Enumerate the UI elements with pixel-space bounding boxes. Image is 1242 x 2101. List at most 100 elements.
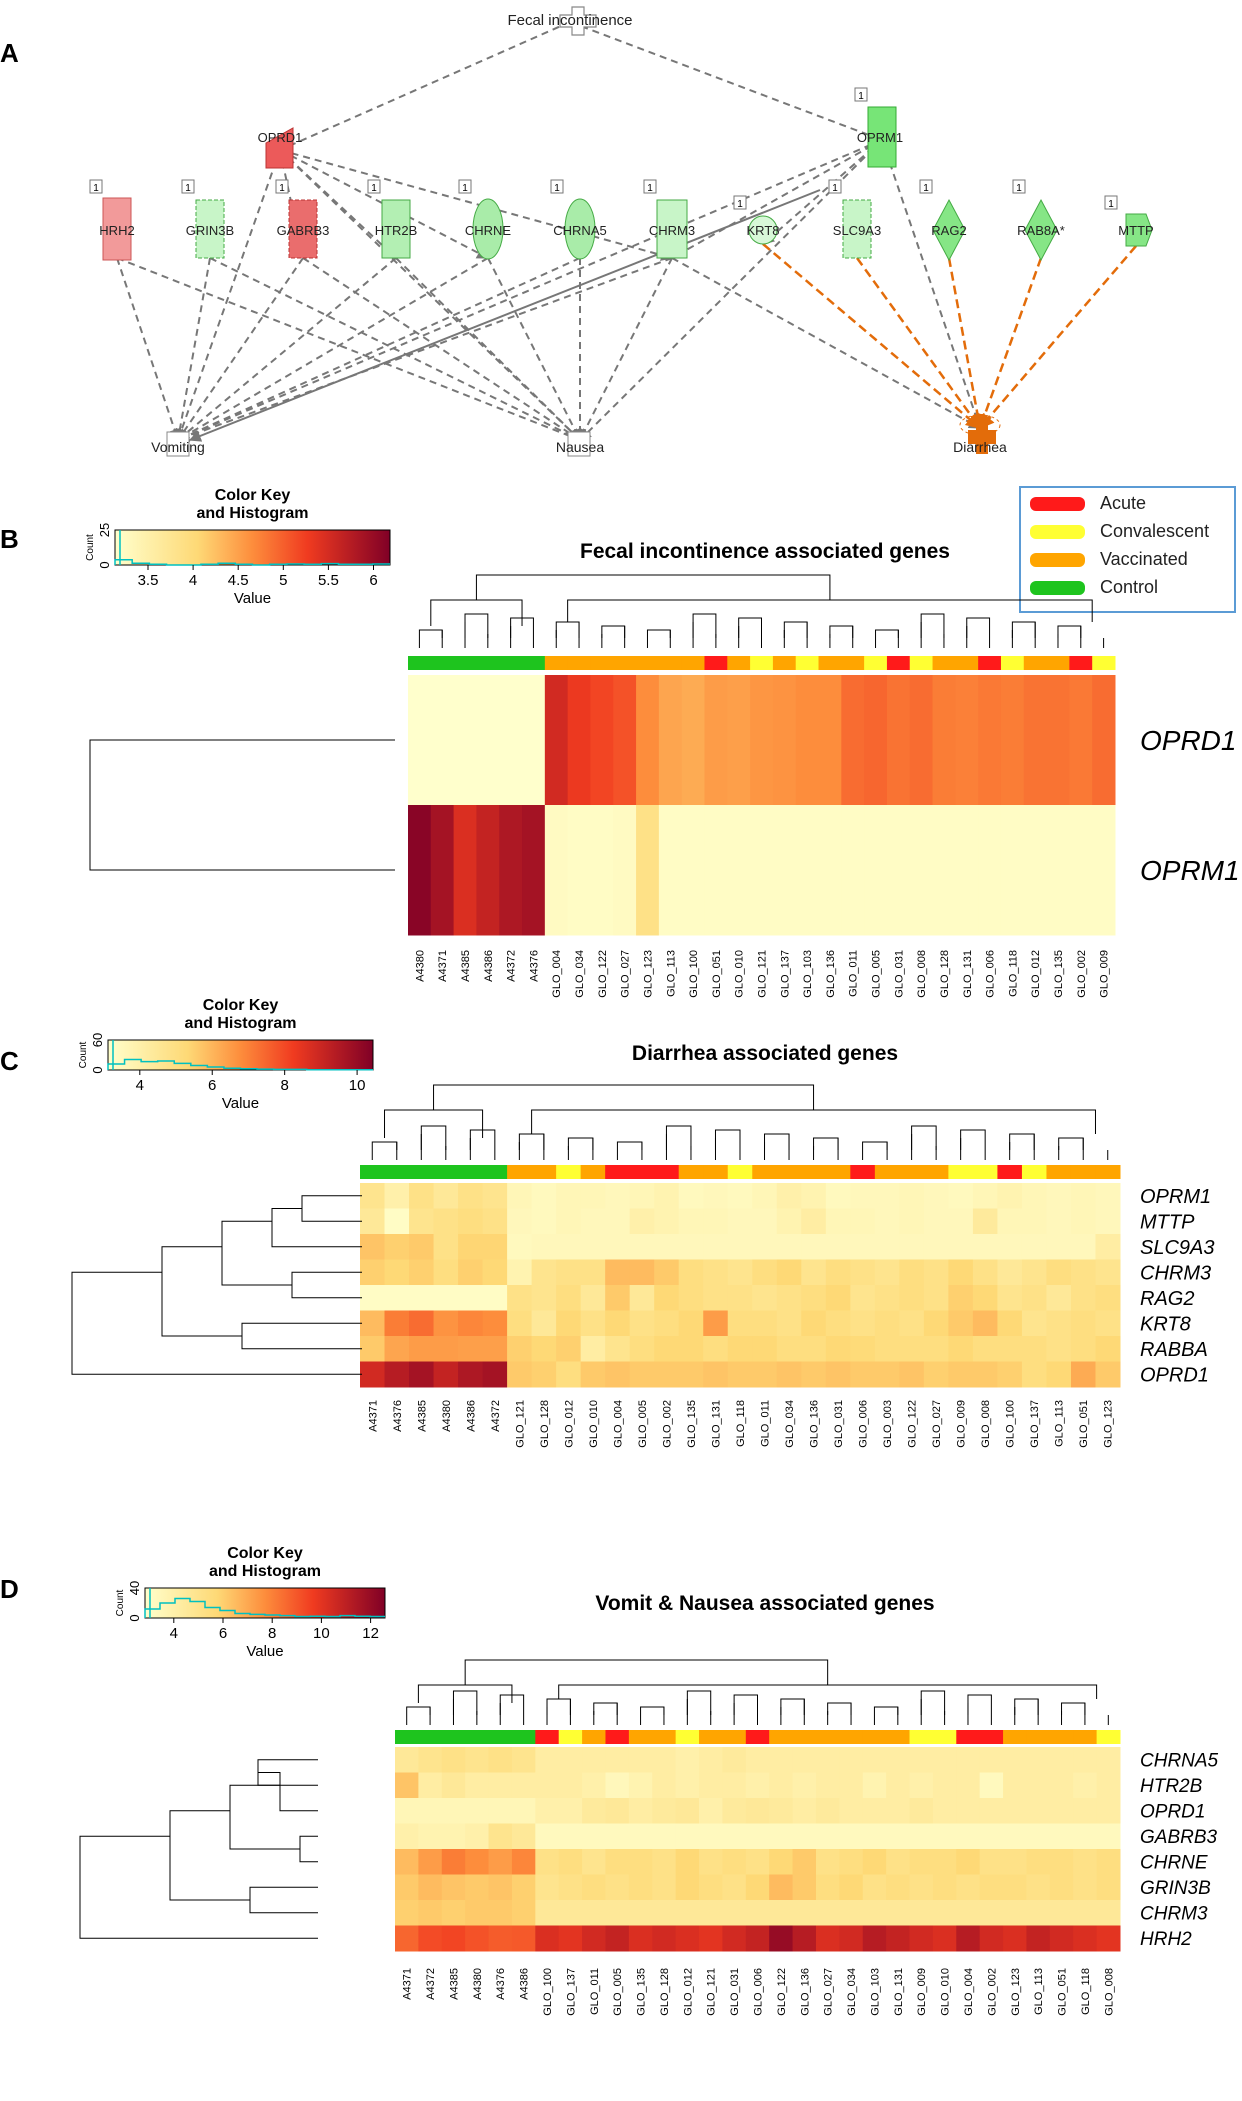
heatmap-cell [482,1285,508,1311]
group-bar-cell [453,656,477,670]
group-bar-cell [1092,656,1116,670]
colorkey-ytick: 60 [90,1033,105,1047]
heatmap-cell [792,1798,817,1824]
column-label: GLO_113 [665,950,677,997]
legend-swatch-vaccinated [1030,553,1085,567]
colorkey-xtick: 4 [136,1077,144,1094]
node-chrna5-shape [564,198,596,260]
heatmap-cell [628,1925,653,1952]
column-label: GLO_005 [871,950,883,998]
group-bar-cell [752,1165,778,1179]
heatmap-cell [476,675,500,806]
heatmap-cell [1021,1361,1047,1388]
colorkey-xtick: 12 [362,1625,379,1642]
heatmap-cell [1000,675,1025,806]
edge-OPRM1-dia [881,139,983,430]
heatmap-cell [1073,1874,1098,1901]
heatmap-cell [886,1925,911,1952]
heatmap-cell [629,1234,655,1260]
dendro-node [862,1141,888,1150]
node-chrm3-shape [656,199,688,259]
heatmap-cell [1092,805,1116,936]
heatmap-cell [507,1310,533,1337]
heatmap-cell [1070,1361,1096,1388]
heatmap-cell [629,1336,655,1362]
dendro-node [920,1690,946,1715]
heatmap-cell [409,1259,435,1286]
heatmap-cell [874,1285,900,1311]
dendro-node [406,1706,431,1715]
heatmap-cell [874,1208,900,1235]
heatmap-cell [605,1823,630,1850]
column-dendrogram [418,574,1105,648]
heatmap-cell [699,1849,723,1875]
heatmap-cell [792,1874,817,1901]
edge-solid-slc9a3-vomiting [188,189,821,442]
heatmap-cell [874,1259,900,1286]
dendro-node [920,613,945,638]
colorkey-xtick: 6 [208,1077,216,1094]
heatmap-cell [658,805,683,936]
dendro-node [518,1133,545,1150]
heatmap-cell [979,1772,1004,1799]
heatmap-cell [850,1234,876,1260]
column-label: A4372 [425,1968,437,2000]
heatmap-cell [899,1234,925,1260]
heatmap-cell [580,1259,606,1286]
heatmap-cell [818,805,842,936]
column-label: A4386 [483,950,495,982]
heatmap-cell [1046,1234,1072,1260]
row-dendrogram [71,1195,362,1375]
group-bar-cell [839,1730,864,1744]
column-label: GLO_034 [846,1968,858,2016]
heatmap-cell [1026,1823,1051,1850]
heatmap-cell [556,1285,582,1311]
heatmap-cell [839,1747,864,1773]
heatmap-cell [433,1285,459,1311]
heatmap-cell [605,1849,630,1875]
column-label: A4385 [448,1968,460,2000]
heatmap-cell [909,805,934,936]
heatmap-cell [681,675,705,806]
heatmap-cell [909,1772,934,1799]
heatmap-cell [605,1772,630,1799]
heatmap-cell [590,675,614,806]
heatmap-cell [1046,805,1070,936]
heatmap-cell [654,1285,680,1311]
heatmap-cell [899,1208,925,1235]
heatmap-cell [932,1772,957,1799]
heatmap-cell [1049,1747,1074,1773]
heatmap-cell [488,1900,513,1926]
hub-nausea: Nausea [556,431,604,457]
heatmap-cell [839,1849,864,1875]
column-label: GLO_027 [620,950,632,998]
heatmap-cell [482,1183,508,1209]
heatmap-cell [360,1361,386,1388]
heatmap-cell [488,1747,513,1773]
heatmap-cell [675,1823,700,1850]
heatmap-cell [792,1747,817,1773]
heatmap-cell [776,1336,802,1362]
group-bar-cell [654,1165,680,1179]
edge-CHRM3-vom [176,257,673,442]
heatmap-cell [874,1336,900,1362]
group-bar-cell [699,1730,723,1744]
heatmap-cell [384,1183,410,1209]
column-label: GLO_118 [1007,950,1019,997]
heatmap-cell [535,1798,560,1824]
heatmap-cell [909,1900,934,1926]
heatmap-cell [727,1361,753,1388]
heatmap-cell [850,1183,876,1209]
heatmap-cell [948,1310,974,1337]
node-hrh2: 1 HRH2 [89,179,135,261]
legend-label-control: Control [1100,577,1158,597]
heatmap-cell [745,1772,770,1799]
colorkey-xlabel: Value [234,590,271,607]
dendro-node [567,1137,594,1150]
heatmap-cell [727,1234,753,1260]
heatmap-cell [535,1874,560,1901]
node-rag2-badge [919,179,933,194]
heatmap-cell [654,1310,680,1337]
heatmap-cell [722,1772,747,1799]
hub-diarrhea-label: Diarrhea [953,439,1007,455]
